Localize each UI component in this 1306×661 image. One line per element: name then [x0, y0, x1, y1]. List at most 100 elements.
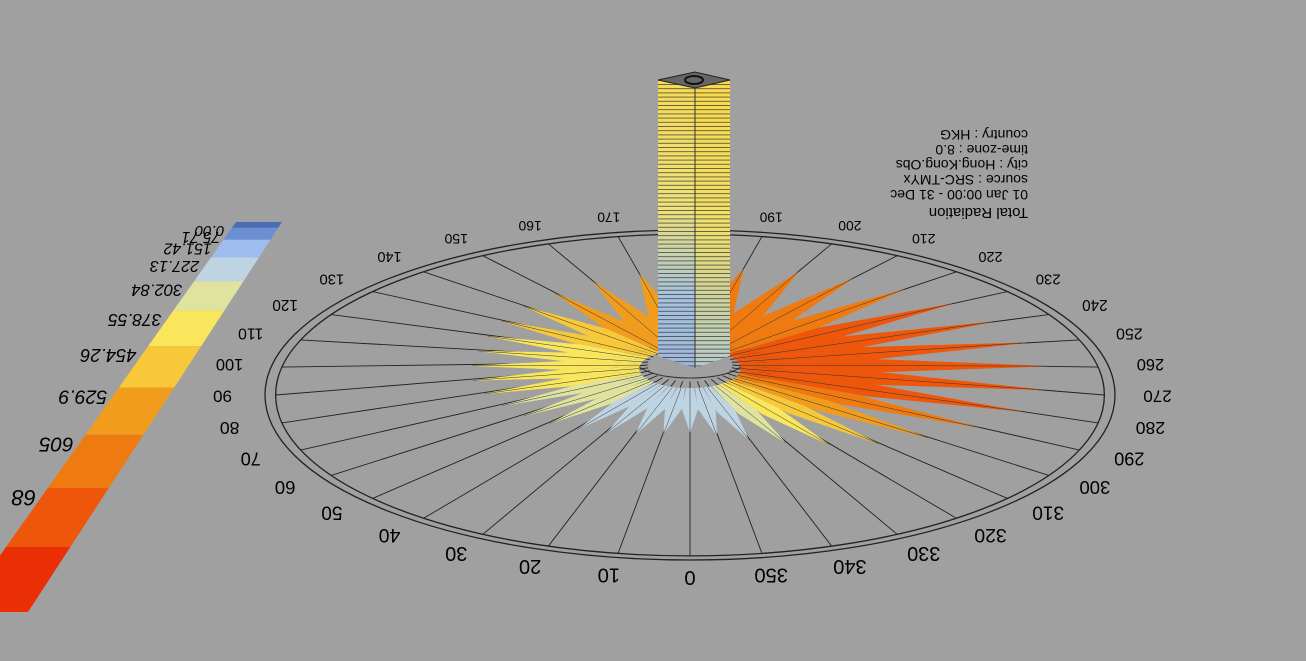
petal-edge [728, 303, 952, 357]
petal-edge [501, 375, 643, 406]
direction-label: 140 [377, 248, 401, 264]
rose-petals [472, 268, 1047, 445]
petal-edge [728, 381, 879, 444]
petal [695, 387, 718, 436]
direction-label: 0 [684, 566, 695, 588]
info-line: source : SRC-TMYx [904, 172, 1028, 188]
info-line: city : Hong.Kong.Obs [896, 157, 1028, 173]
direction-label: 250 [1116, 325, 1143, 342]
info-block: Total Radiation 01 Jan 00:00 - 31 Decsou… [890, 127, 1028, 221]
petal-edge [523, 306, 658, 354]
direction-label: 20 [519, 555, 541, 577]
chart-title: Total Radiation [929, 204, 1028, 221]
info-line: 01 Jan 00:00 - 31 Dec [890, 187, 1028, 203]
petal-edge [487, 335, 646, 359]
direction-label: 310 [1032, 502, 1064, 523]
petal-edge [715, 385, 787, 444]
petal [703, 386, 749, 440]
petal-edge [549, 381, 652, 425]
direction-label: 10 [598, 563, 620, 585]
petal-edge [554, 292, 665, 352]
direction-label: 90 [213, 387, 232, 406]
petal-edge [478, 350, 643, 363]
direction-label: 160 [518, 218, 541, 234]
petal [736, 342, 1027, 364]
petal-edge [707, 387, 749, 440]
legend-label: 454.26 [79, 345, 136, 366]
info-line: country : HKG [940, 127, 1028, 143]
info-line: time-zone : 8.0 [935, 142, 1028, 158]
petal-edge [484, 371, 640, 395]
legend-swatch [0, 547, 71, 612]
petal-edge [740, 368, 1044, 391]
direction-label: 350 [754, 563, 788, 585]
petal [736, 373, 980, 428]
petal-edge [737, 375, 980, 428]
petal-edge [715, 278, 853, 352]
legend-label: 529.9 [59, 385, 108, 407]
petal-edge [663, 387, 682, 434]
legend-label: 378.55 [108, 310, 162, 330]
direction-label: 240 [1082, 296, 1108, 313]
direction-label: 330 [907, 542, 940, 564]
petal-edge [740, 371, 1022, 412]
direction-label: 70 [241, 448, 261, 468]
legend-swatch [148, 310, 225, 347]
petal-edge [577, 383, 658, 430]
petal [663, 387, 685, 434]
direction-label: 30 [445, 542, 467, 564]
direction-label: 260 [1137, 355, 1164, 373]
petal-edge [635, 387, 673, 435]
petal-edge [737, 342, 1027, 363]
direction-label: 110 [238, 325, 263, 342]
legend-label: 151.42 [164, 240, 212, 257]
legend-swatch [173, 281, 244, 311]
legend-swatch [118, 346, 202, 388]
direction-label: 190 [759, 210, 782, 225]
legend-label: 605 [39, 432, 74, 455]
petal-edge [722, 289, 904, 354]
petal [740, 366, 1044, 391]
direction-label: 290 [1114, 448, 1144, 468]
direction-label: 280 [1136, 418, 1166, 438]
legend-label: 227.13 [150, 257, 200, 275]
legend-swatch [210, 239, 271, 258]
center-column [657, 71, 731, 368]
legend-swatch [231, 222, 282, 228]
petal-edge [740, 364, 1047, 367]
direction-label: 40 [379, 524, 401, 546]
petal-edge [501, 320, 652, 357]
direction-label: 120 [272, 296, 298, 313]
petal-edge [722, 383, 830, 445]
direction-label: 340 [833, 555, 867, 577]
direction-label: 320 [974, 524, 1007, 546]
direction-label: 100 [216, 355, 243, 373]
legend-label: 68 [11, 485, 36, 510]
direction-label: 60 [275, 477, 296, 498]
legend-label: 302.84 [131, 281, 182, 300]
legend-label: 0.00 [194, 222, 224, 239]
direction-label: 230 [1036, 270, 1061, 286]
petal-edge [523, 378, 647, 417]
petal-edge [606, 385, 665, 434]
legend-swatch [223, 227, 279, 240]
legend-swatch [194, 257, 259, 282]
direction-label: 210 [912, 231, 936, 247]
petal [711, 384, 787, 444]
direction-label: 80 [220, 418, 240, 438]
petal-edge [734, 321, 993, 359]
petal-edge [472, 364, 640, 366]
direction-label: 220 [978, 248, 1002, 264]
legend-swatch [6, 487, 109, 547]
direction-label: 200 [838, 218, 861, 234]
legend-label: 75.71 [182, 228, 221, 245]
direction-label: 150 [444, 231, 468, 247]
petal-edge [473, 368, 640, 381]
direction-label: 130 [319, 270, 344, 286]
petal-edge [698, 387, 718, 436]
legend-swatch [47, 434, 144, 488]
